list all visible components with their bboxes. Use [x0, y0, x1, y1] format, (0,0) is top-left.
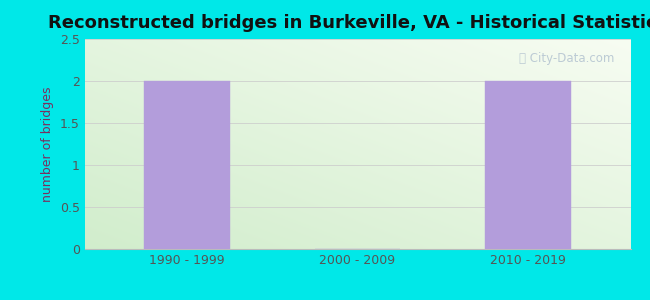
Bar: [144, 81, 229, 249]
Title: Reconstructed bridges in Burkeville, VA - Historical Statistics: Reconstructed bridges in Burkeville, VA …: [48, 14, 650, 32]
Text: ⓘ City-Data.com: ⓘ City-Data.com: [519, 52, 614, 64]
Bar: [486, 81, 571, 249]
Y-axis label: number of bridges: number of bridges: [41, 86, 54, 202]
